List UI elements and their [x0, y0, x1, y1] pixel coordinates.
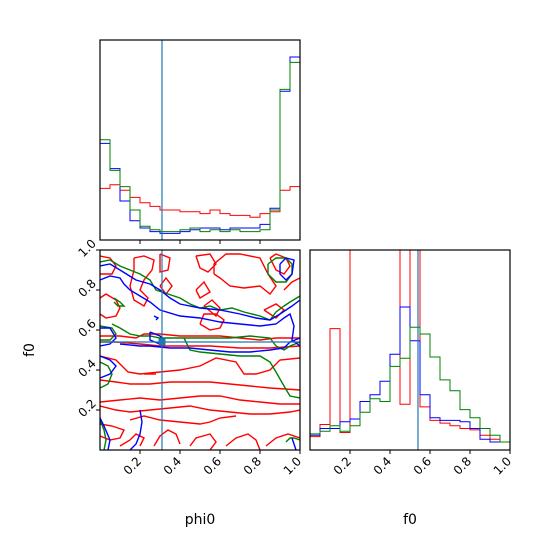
- f0-hist-green: [310, 326, 510, 443]
- contour-red: [100, 379, 300, 391]
- contour-red: [100, 255, 117, 275]
- contour-red: [269, 253, 291, 275]
- joint-truth-lines: [100, 250, 300, 450]
- contour-blue: [153, 315, 160, 321]
- f0-hist-blue: [310, 306, 510, 443]
- contour-red: [100, 333, 300, 341]
- contour-red: [100, 395, 300, 405]
- joint-frame: [99, 249, 301, 451]
- contour-red: [100, 355, 300, 375]
- contour-red: [283, 277, 300, 291]
- contour-red: [159, 276, 173, 296]
- contour-blue: [100, 275, 300, 347]
- contour-red: [159, 253, 171, 273]
- contour-red: [203, 299, 221, 318]
- f0-histogram-series: [310, 250, 510, 443]
- contour-blue: [129, 409, 143, 450]
- contour-lines: [100, 253, 300, 450]
- contour-red: [199, 313, 225, 331]
- contour-blue: [279, 257, 295, 281]
- joint-truth-marker: [158, 338, 166, 346]
- contour-red: [129, 255, 155, 307]
- contour-red: [213, 253, 277, 295]
- phi0-hist-green: [99, 61, 301, 237]
- contour-red: [100, 341, 300, 349]
- contour-blue: [100, 263, 300, 321]
- phi0-histogram-series: [99, 56, 301, 237]
- contour-red: [195, 280, 211, 299]
- contour-green: [100, 419, 107, 450]
- contour-red: [100, 405, 300, 415]
- contour-blue: [291, 437, 297, 450]
- phi0-histogram-frame: [99, 39, 301, 241]
- phi0-histogram-panel: [99, 39, 301, 244]
- contour-red: [225, 433, 261, 450]
- y-axis-label-f0: f0: [22, 343, 38, 357]
- contour-red: [265, 433, 300, 447]
- contour-red: [100, 423, 125, 441]
- contour-blue: [119, 337, 300, 353]
- contour-red: [189, 433, 217, 450]
- contour-green: [113, 297, 126, 307]
- contour-blue: [100, 327, 117, 347]
- contour-red: [100, 293, 121, 319]
- contour-red: [153, 429, 181, 447]
- contour-red: [263, 303, 286, 319]
- contour-blue: [100, 417, 111, 450]
- contour-blue: [100, 355, 117, 379]
- phi0-histogram-ticks: [139, 240, 261, 244]
- contour-red: [119, 433, 145, 447]
- contour-red: [195, 253, 217, 273]
- x-axis-label-phi0: phi0: [185, 512, 216, 528]
- contour-green: [100, 361, 113, 389]
- contour-red: [129, 415, 237, 425]
- contour-green: [183, 337, 300, 399]
- x-axis-label-f0: f0: [403, 512, 417, 528]
- f0-histogram-frame: [309, 249, 511, 451]
